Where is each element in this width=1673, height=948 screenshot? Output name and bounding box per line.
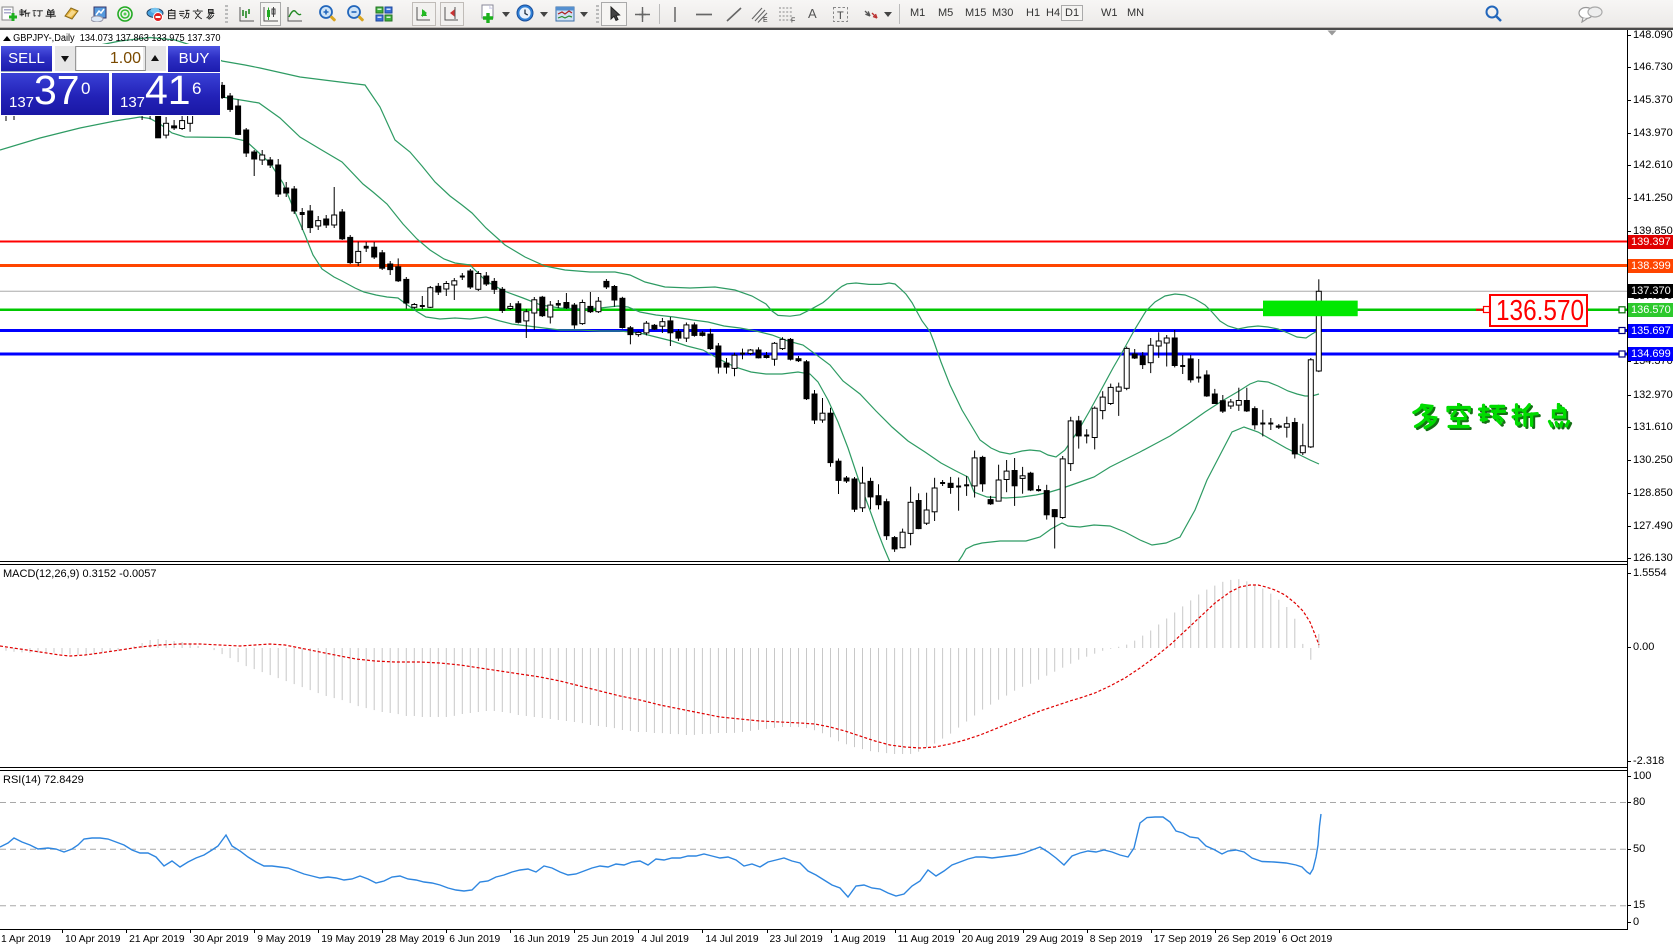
- svg-text:T: T: [837, 10, 844, 22]
- svg-text:E: E: [763, 17, 768, 23]
- svg-text:F: F: [791, 18, 795, 24]
